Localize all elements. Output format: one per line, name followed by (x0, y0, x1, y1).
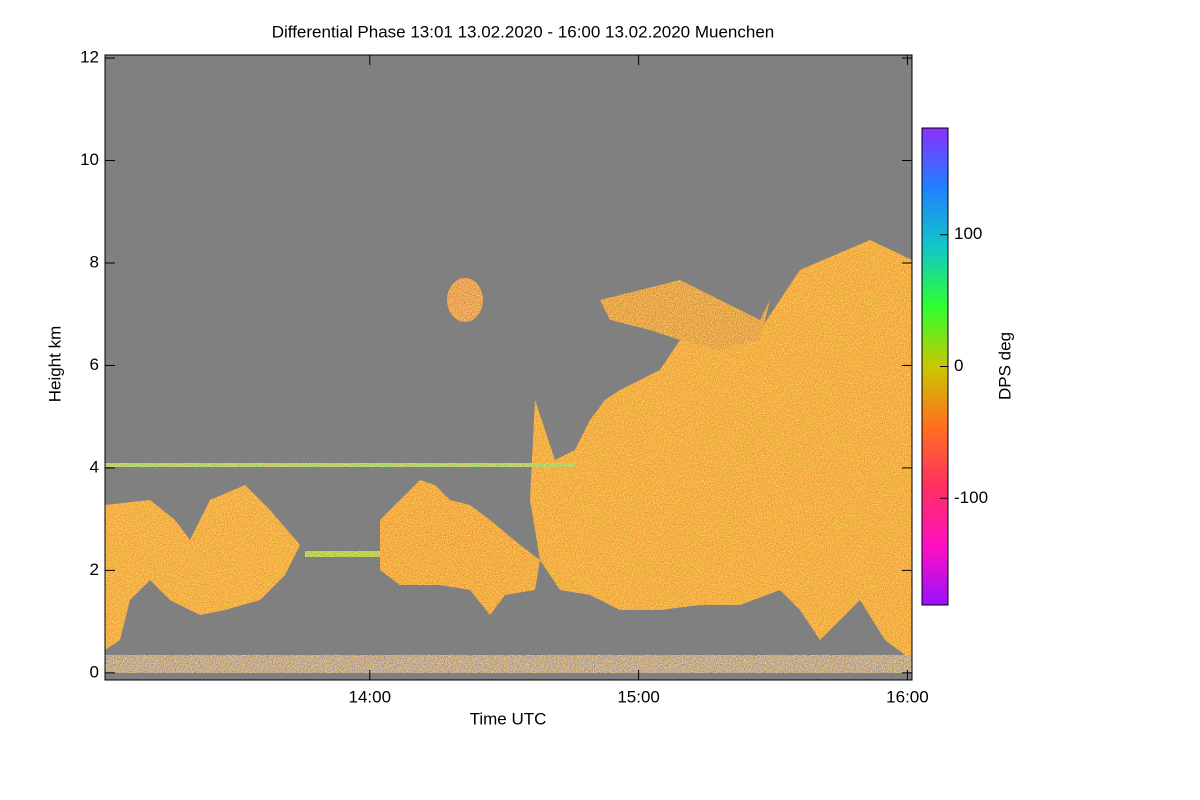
echo (105, 463, 575, 467)
echo (380, 480, 540, 615)
colorbar-tick-label: -100 (954, 488, 988, 507)
y-tick-label: 4 (90, 457, 99, 476)
x-axis-label: Time UTC (470, 709, 547, 728)
x-tick-label: 16:00 (886, 687, 929, 706)
y-tick-label: 2 (90, 560, 99, 579)
echo (600, 280, 770, 350)
plot-frame (104, 54, 913, 681)
y-tick-label: 6 (90, 355, 99, 374)
colorbar-label: DPS deg (995, 332, 1014, 400)
echo (105, 655, 912, 673)
y-axis-label: Height km (45, 326, 64, 403)
chart-title: Differential Phase 13:01 13.02.2020 - 16… (272, 22, 775, 41)
x-tick-label: 14:00 (349, 687, 392, 706)
echo-regions (105, 240, 912, 673)
x-tick-label: 15:00 (617, 687, 660, 706)
echo (105, 485, 300, 650)
y-tick-label: 12 (80, 48, 99, 67)
y-tick-label: 0 (90, 662, 99, 681)
echo (530, 240, 912, 660)
echo (305, 551, 380, 557)
colorbar-tick-label: 0 (954, 356, 963, 375)
colorbar-tick-label: 100 (954, 224, 982, 243)
y-tick-label: 8 (90, 252, 99, 271)
echo (447, 278, 483, 322)
y-tick-label: 10 (80, 150, 99, 169)
